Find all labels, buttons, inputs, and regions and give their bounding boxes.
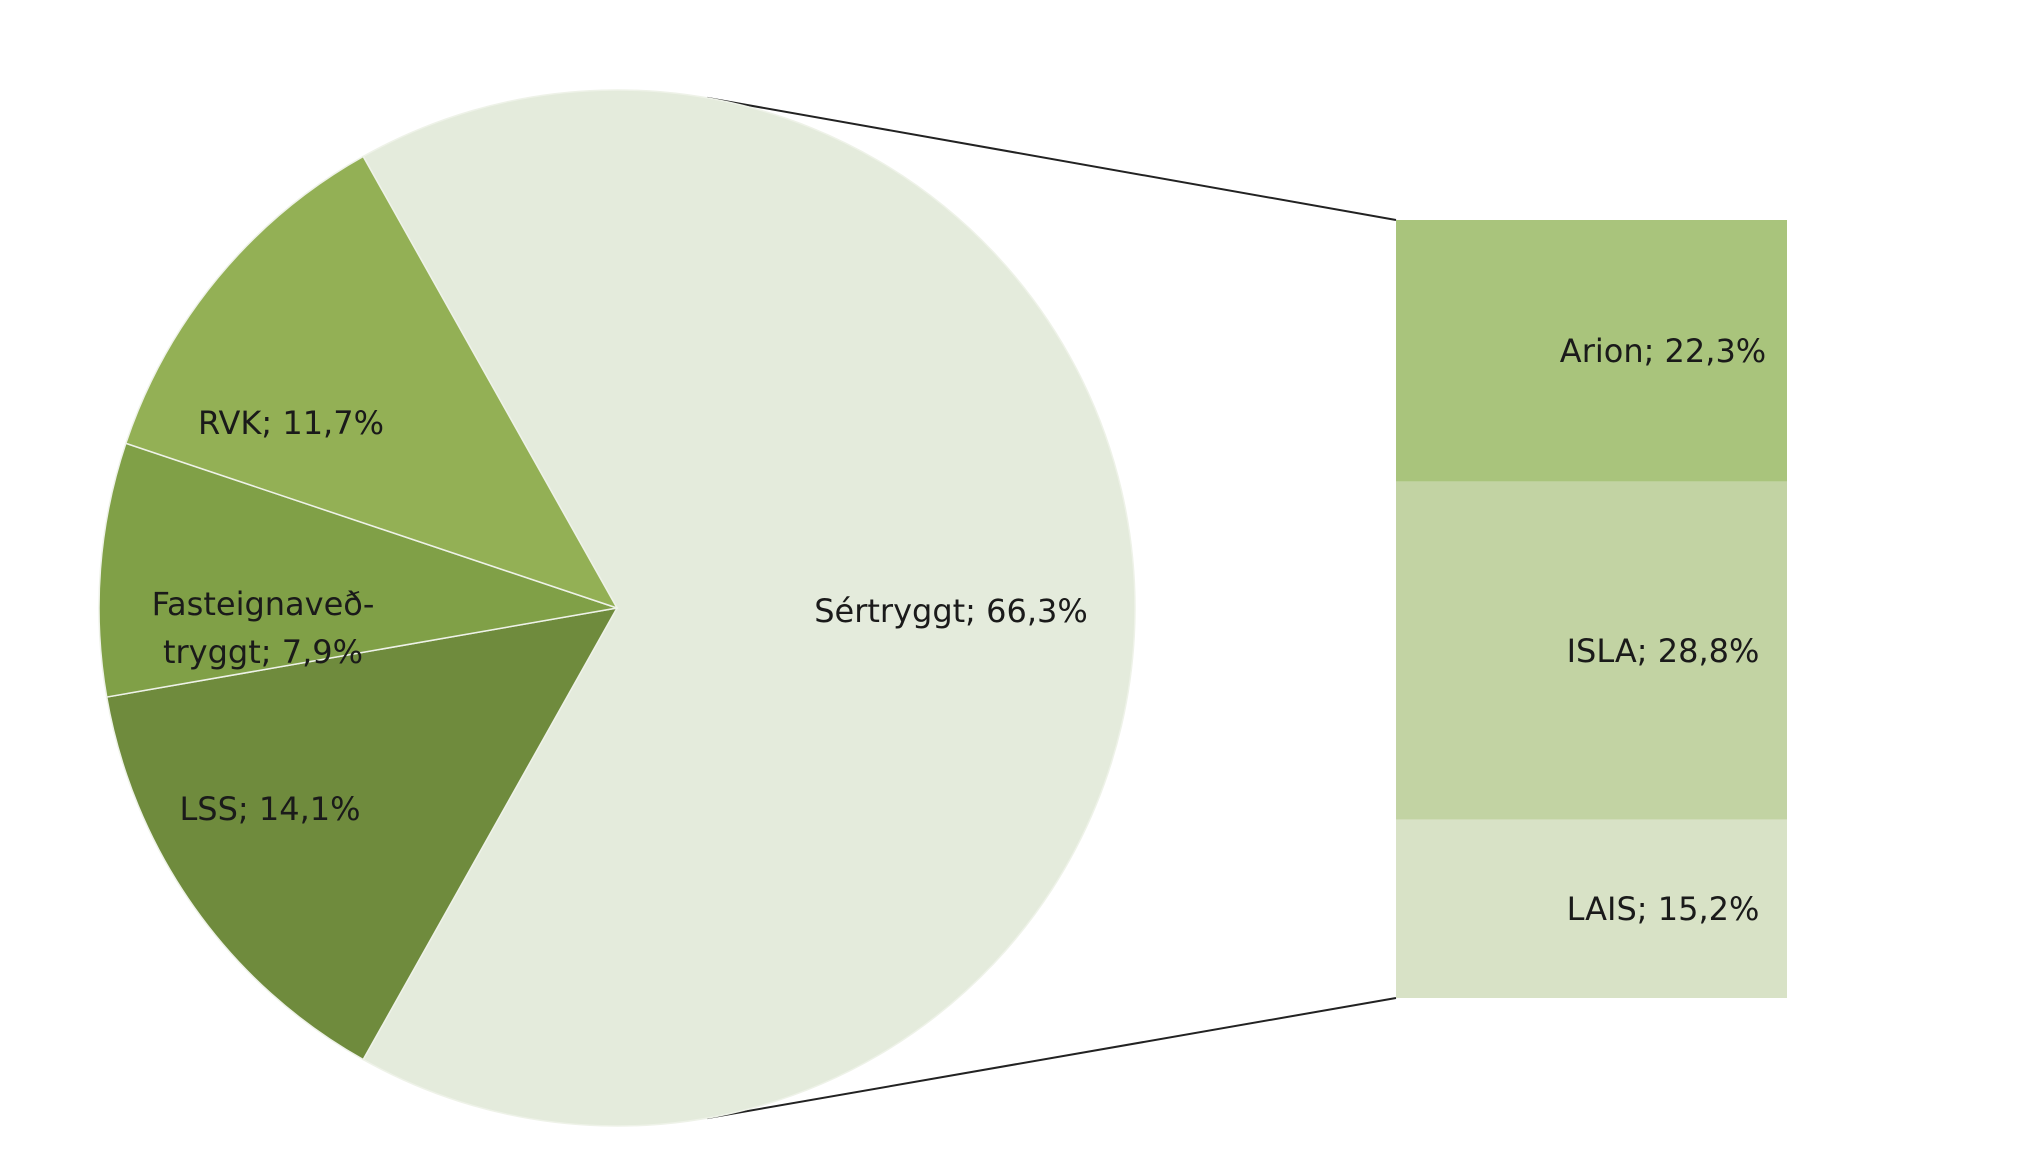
data-label: Fasteignaveð-tryggt; 7,9% (151, 585, 375, 671)
bar-segment (1396, 481, 1787, 820)
data-label: LSS; 14,1% (179, 790, 361, 828)
data-label: Sértryggt; 66,3% (814, 592, 1088, 630)
connector-line (706, 997, 1397, 1120)
data-label: ISLA; 28,8% (1566, 631, 1760, 670)
data-label: Arion; 22,3% (1559, 331, 1767, 370)
pie-slice (98, 442, 618, 698)
bar-segment (1396, 819, 1787, 998)
pie-slice (105, 606, 619, 1061)
bar-segment (1396, 220, 1787, 482)
data-label: RVK; 11,7% (198, 404, 384, 442)
data-label: LAIS; 15,2% (1566, 889, 1760, 928)
pie-slice (362, 89, 1136, 1127)
pie-slice (124, 155, 619, 610)
connector-line (706, 96, 1397, 221)
